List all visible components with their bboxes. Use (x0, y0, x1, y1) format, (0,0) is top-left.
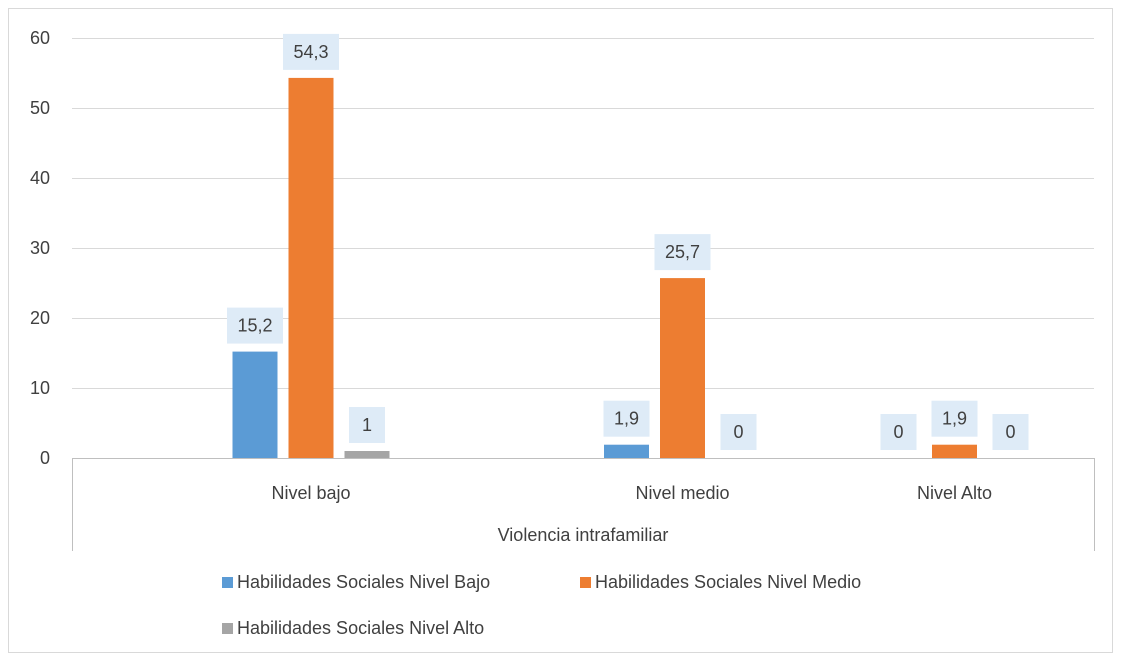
gridlines (72, 38, 1094, 389)
y-tick-label: 60 (30, 28, 50, 48)
data-label-box (931, 400, 978, 437)
data-label: 25,7 (665, 242, 700, 262)
x-axis: Nivel bajo Nivel medio Nivel Alto (72, 458, 1095, 551)
data-label-box (720, 414, 757, 450)
y-tick-label: 20 (30, 308, 50, 328)
data-label: 1 (362, 415, 372, 435)
y-tick-label: 10 (30, 378, 50, 398)
y-tick-label: 0 (40, 448, 50, 468)
bar (344, 451, 390, 458)
bars (232, 77, 977, 459)
data-label: 1,9 (942, 409, 967, 429)
data-label-box (349, 407, 385, 443)
data-label-box (654, 234, 711, 271)
data-label: 0 (893, 422, 903, 442)
x-category-label: Nivel medio (635, 483, 729, 503)
data-label: 0 (1005, 422, 1015, 442)
x-category-label: Nivel Alto (917, 483, 992, 503)
data-labels: 15,2 54,3 1 1,9 25,7 0 0 1,9 0 (227, 33, 1029, 450)
legend-swatch (222, 577, 233, 588)
bar (660, 278, 705, 458)
data-label-box (603, 400, 650, 437)
legend-swatch (580, 577, 591, 588)
data-label-box (880, 414, 917, 450)
y-axis-tick-labels: 0 10 20 30 40 50 60 (30, 28, 50, 468)
legend: Habilidades Sociales Nivel Bajo Habilidad… (222, 572, 861, 638)
y-tick-label: 40 (30, 168, 50, 188)
data-label: 1,9 (614, 409, 639, 429)
bar (232, 351, 278, 458)
x-category-label: Nivel bajo (271, 483, 350, 503)
data-label-box (283, 33, 339, 70)
bar (288, 77, 334, 459)
legend-swatch (222, 623, 233, 634)
data-label-box (992, 414, 1029, 450)
y-tick-label: 30 (30, 238, 50, 258)
data-label-box (227, 307, 283, 344)
legend-label: Habilidades Sociales Nivel Alto (237, 618, 484, 638)
bar (604, 444, 649, 458)
legend-label: Habilidades Sociales Nivel Bajo (237, 572, 490, 592)
y-tick-label: 50 (30, 98, 50, 118)
bar (932, 444, 977, 458)
legend-label: Habilidades Sociales Nivel Medio (595, 572, 861, 592)
chart-frame (8, 8, 1113, 653)
x-axis-title: Violencia intrafamiliar (498, 525, 669, 545)
data-label: 54,3 (293, 42, 328, 62)
data-label: 15,2 (237, 316, 272, 336)
data-label: 0 (733, 422, 743, 442)
